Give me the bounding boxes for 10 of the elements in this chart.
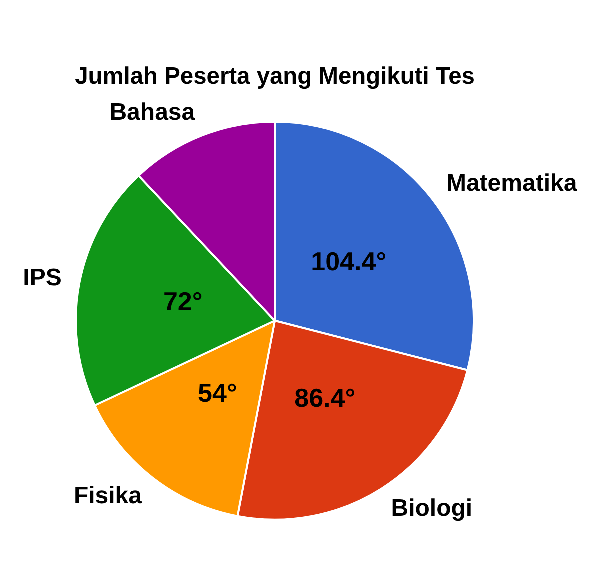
slice-label: Fisika bbox=[74, 482, 143, 510]
slice-label: IPS bbox=[23, 264, 62, 292]
slice-label: Matematika bbox=[446, 170, 578, 197]
data-label: 86.4° bbox=[294, 383, 356, 414]
data-label: 72° bbox=[163, 286, 203, 317]
data-label: 104.4° bbox=[311, 246, 387, 277]
data-label: 54° bbox=[198, 378, 238, 408]
slice-label: Bahasa bbox=[110, 99, 196, 126]
slice-label: Biologi bbox=[391, 494, 473, 522]
chart-title: Jumlah Peserta yang Mengikuti Tes bbox=[75, 62, 475, 90]
